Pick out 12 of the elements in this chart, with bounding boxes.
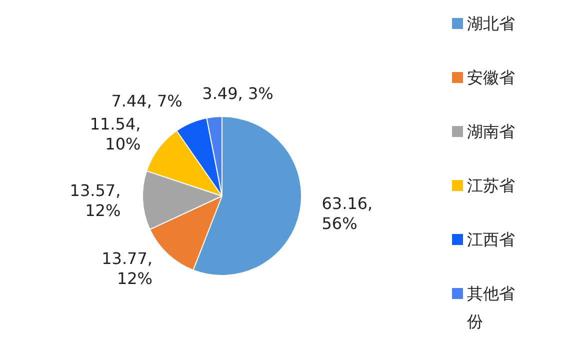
legend-label: 安徽省 — [467, 67, 516, 89]
legend-label: 湖北省 — [467, 13, 516, 35]
legend-label: 江苏省 — [467, 175, 516, 197]
data-label: 11.54, 10% — [90, 114, 141, 154]
data-label: 3.49, 3% — [202, 84, 274, 104]
data-label: 63.16, 56% — [322, 194, 373, 233]
legend-label: 湖南省 — [467, 121, 516, 143]
legend-label: 其他省份 — [467, 283, 516, 333]
data-label: 13.57, 12% — [70, 180, 121, 220]
legend-label: 江西省 — [467, 229, 516, 251]
data-label: 13.77, 12% — [102, 249, 153, 288]
data-label: 7.44, 7% — [111, 92, 182, 111]
